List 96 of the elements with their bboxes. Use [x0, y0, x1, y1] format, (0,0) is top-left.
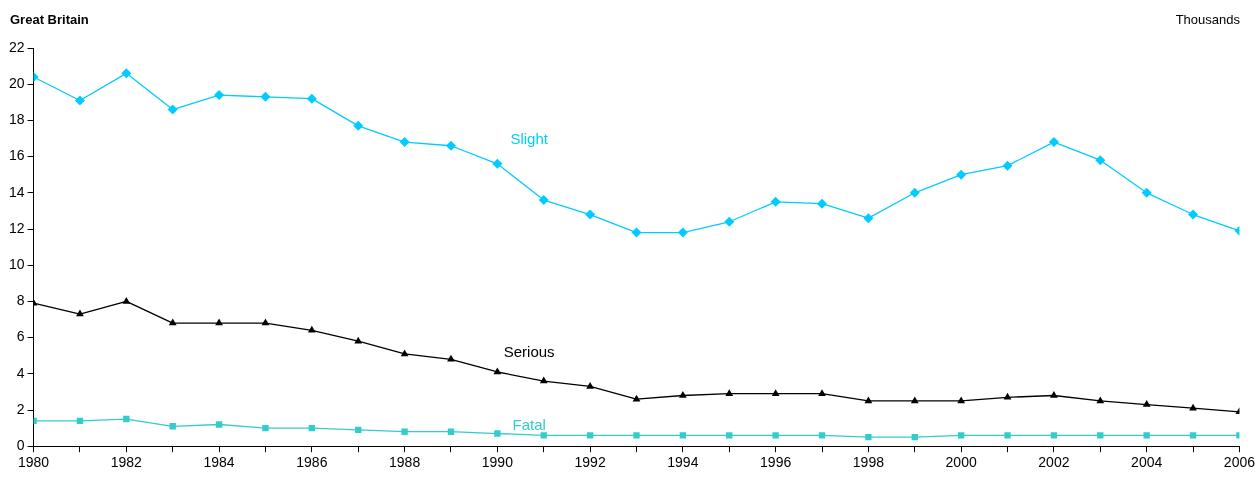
point	[74, 95, 85, 106]
point	[1050, 391, 1058, 398]
x-tick-label: 2006	[1223, 454, 1256, 471]
y-tick-label: 22	[8, 38, 25, 55]
y-tick-label: 8	[16, 292, 25, 309]
point	[168, 318, 177, 326]
point	[1050, 432, 1058, 439]
series-label: Serious	[503, 343, 555, 361]
point	[306, 93, 317, 104]
point	[818, 389, 826, 396]
point	[863, 213, 874, 224]
point	[1096, 396, 1105, 404]
point	[447, 354, 455, 362]
point	[864, 396, 873, 404]
point	[585, 209, 596, 220]
point	[1004, 432, 1011, 439]
x-tick-label: 1992	[574, 454, 606, 471]
point	[818, 432, 826, 439]
x-tick-label: 1980	[17, 454, 50, 471]
point	[1003, 392, 1012, 400]
point	[725, 389, 734, 396]
y-tick-label: 2	[16, 400, 25, 417]
x-tick-label: 1998	[852, 454, 885, 471]
point	[307, 325, 316, 333]
point	[956, 169, 967, 180]
x-tick-label: 1986	[296, 454, 328, 471]
x-tick-label: 1996	[760, 454, 792, 471]
point	[677, 227, 688, 238]
point	[865, 433, 872, 441]
point	[957, 432, 965, 439]
point	[1002, 160, 1013, 171]
point	[632, 394, 641, 402]
x-tick-label: 2002	[1038, 454, 1070, 471]
point	[1143, 432, 1150, 439]
series-label: Slight	[510, 129, 549, 147]
y-axis-title: Thousands	[1175, 11, 1241, 27]
point	[1141, 187, 1152, 198]
point	[1189, 432, 1197, 439]
point	[1142, 400, 1151, 407]
y-tick-label: 16	[8, 147, 25, 164]
point	[167, 104, 178, 115]
x-tick-label: 1984	[203, 454, 235, 471]
point	[492, 158, 503, 169]
point	[400, 349, 409, 357]
point	[1188, 209, 1199, 220]
x-tick-label: 2004	[1131, 454, 1163, 471]
y-tick-label: 10	[8, 256, 25, 273]
point	[123, 415, 130, 423]
x-tick-label: 1982	[110, 454, 143, 471]
y-tick-label: 18	[8, 111, 25, 128]
point	[494, 430, 501, 437]
point	[261, 318, 270, 326]
chart-title: Great Britain	[10, 11, 89, 27]
point	[1095, 155, 1106, 166]
point	[445, 140, 456, 151]
point	[772, 432, 779, 439]
point	[399, 137, 410, 148]
point	[538, 195, 549, 206]
point	[910, 396, 919, 404]
y-tick-label: 14	[8, 183, 25, 200]
point	[121, 68, 132, 79]
y-tick-label: 4	[16, 364, 25, 381]
point	[586, 432, 594, 439]
y-tick-label: 20	[8, 75, 25, 92]
series-label: Fatal	[512, 415, 546, 433]
point	[260, 91, 271, 102]
y-tick-label: 0	[16, 437, 25, 454]
point	[770, 196, 781, 207]
point	[1048, 137, 1059, 148]
point	[726, 432, 733, 439]
x-tick-label: 1994	[667, 454, 699, 471]
point	[401, 428, 408, 435]
point	[678, 391, 687, 398]
point	[957, 396, 966, 404]
point	[214, 90, 225, 101]
y-tick-label: 12	[8, 219, 25, 236]
point	[353, 120, 364, 131]
point	[909, 187, 920, 198]
point	[122, 296, 131, 304]
point	[771, 389, 780, 396]
point	[586, 381, 595, 389]
x-tick-label: 2000	[945, 454, 977, 471]
point	[262, 424, 269, 432]
point	[1097, 432, 1104, 439]
point	[817, 198, 828, 209]
point	[215, 421, 223, 428]
x-tick-label: 1988	[389, 454, 421, 471]
point	[631, 227, 642, 238]
y-tick-label: 6	[16, 328, 25, 345]
x-tick-label: 1990	[481, 454, 514, 471]
point	[493, 367, 502, 375]
point	[633, 432, 640, 439]
point	[540, 432, 547, 439]
point	[724, 216, 735, 227]
point	[539, 376, 548, 384]
point	[679, 432, 687, 439]
